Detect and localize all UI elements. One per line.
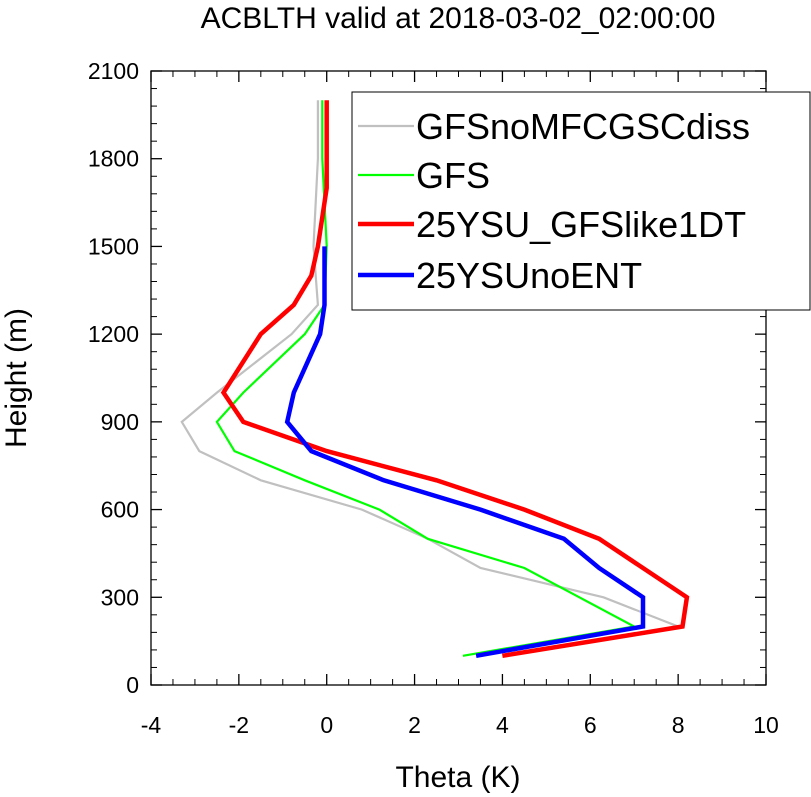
legend-label: 25YSU_GFSlike1DT <box>416 204 746 245</box>
y-tick-label: 1800 <box>88 146 139 172</box>
x-axis-label: Theta (K) <box>395 761 520 794</box>
y-tick-label: 1500 <box>88 233 139 259</box>
y-tick-label: 600 <box>101 497 139 523</box>
y-tick-label: 300 <box>101 584 139 610</box>
x-tick-label: -4 <box>141 712 162 738</box>
x-tick-label: 4 <box>496 712 509 738</box>
x-tick-label: 8 <box>672 712 685 738</box>
legend: GFSnoMFCGSCdiss GFS 25YSU_GFSlike1DT 25YSUn… <box>351 91 811 311</box>
series-layer <box>180 100 690 659</box>
y-tick-label: 900 <box>101 409 139 435</box>
x-tick-label: -2 <box>229 712 249 738</box>
x-tick-label: 6 <box>584 712 597 738</box>
y-tick-label: 0 <box>126 672 139 698</box>
legend-label: GFSnoMFCGSCdiss <box>416 106 750 147</box>
legend-label: 25YSUnoENT <box>416 255 642 296</box>
legend-label: GFS <box>416 155 490 196</box>
legend-box <box>351 91 811 311</box>
axis-ticks: -4 -2 0 2 4 6 8 10 0 300 600 900 1200 1500 1800 2100 <box>88 58 779 738</box>
series-line-25ysu-gfslike1dt <box>220 100 690 659</box>
series-line-25ysunoent <box>284 246 646 659</box>
x-tick-label: 10 <box>753 712 779 738</box>
y-axis-label: Height (m) <box>0 308 33 448</box>
x-tick-label: 0 <box>320 712 333 738</box>
y-tick-label: 2100 <box>88 58 139 84</box>
chart-title: ACBLTH valid at 2018-03-02_02:00:00 <box>201 2 716 35</box>
x-tick-label: 2 <box>408 712 421 738</box>
y-tick-label: 1200 <box>88 321 139 347</box>
